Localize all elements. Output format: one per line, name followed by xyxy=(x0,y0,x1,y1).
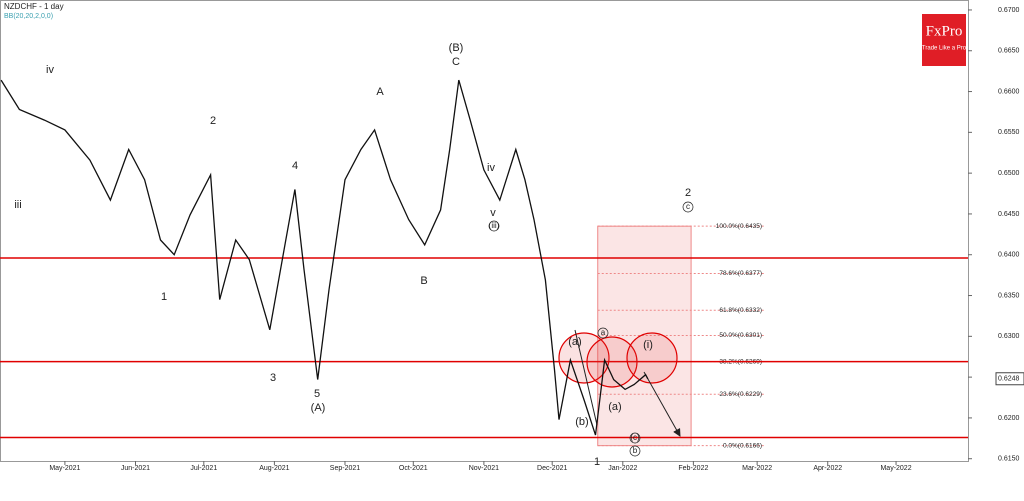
wave-label: (b) xyxy=(575,416,588,428)
wave-label: (a) xyxy=(608,401,621,413)
wave-label: A xyxy=(376,86,384,98)
wave-label: (iii) xyxy=(489,221,500,230)
wave-label: 2 xyxy=(210,115,216,127)
x-tick-label: May-2022 xyxy=(880,465,911,472)
y-tick-label: 0.6300 xyxy=(998,333,1020,340)
wave-label: 5 xyxy=(314,388,320,400)
x-tick-label: Aug-2021 xyxy=(259,465,289,472)
wave-label: 4 xyxy=(292,160,298,172)
y-tick-label: 0.6650 xyxy=(998,48,1020,55)
x-tick-label: Oct-2021 xyxy=(399,465,428,472)
last-price-box xyxy=(995,372,1024,386)
wave-label: 3 xyxy=(270,372,276,384)
fib-label: 100.0%(0.6435) xyxy=(716,223,762,230)
plot-frame xyxy=(0,0,969,462)
x-tick-label: Apr-2022 xyxy=(813,465,842,472)
fib-label: 78.6%(0.6377) xyxy=(719,270,762,277)
wave-label: 2 xyxy=(685,187,691,199)
wave-label: (i) xyxy=(643,339,653,351)
logo-box xyxy=(922,14,966,66)
wave-label: iii xyxy=(14,199,21,211)
fib-label: 23.6%(0.6229) xyxy=(719,391,762,398)
x-tick-label: Feb-2022 xyxy=(678,465,708,472)
price-line xyxy=(0,79,649,436)
wave-label: b xyxy=(633,446,638,455)
fib-label: 50.0%(0.6301) xyxy=(719,332,762,339)
highlight-circle xyxy=(626,332,678,384)
x-tick-label: Jun-2021 xyxy=(121,465,150,472)
x-tick-label: Sep-2021 xyxy=(330,465,360,472)
y-tick-label: 0.6350 xyxy=(998,292,1020,299)
projection-arrow xyxy=(643,371,681,437)
wave-label: (A) xyxy=(311,402,326,414)
highlight-circle xyxy=(586,336,638,388)
wave-circle xyxy=(488,220,500,232)
y-tick-label: 0.6450 xyxy=(998,211,1020,218)
wave-label: 1 xyxy=(594,456,600,468)
x-tick-label: Nov-2021 xyxy=(469,465,499,472)
wave-circle xyxy=(629,432,641,444)
trend-line xyxy=(574,329,598,426)
y-tick-label: 0.6700 xyxy=(998,7,1020,14)
wave-label: v xyxy=(490,207,496,219)
chart-subtitle: BB(20,20,2,0,0) xyxy=(4,13,53,20)
chart-title: NZDCHF - 1 day xyxy=(4,2,64,11)
wave-label: (B) xyxy=(449,42,464,54)
x-tick-label: Jan-2022 xyxy=(608,465,637,472)
y-tick-label: 0.6200 xyxy=(998,415,1020,422)
wave-circle xyxy=(682,201,694,213)
y-tick-label: 0.6400 xyxy=(998,252,1020,259)
x-tick-label: Dec-2021 xyxy=(537,465,567,472)
wave-label: 1 xyxy=(161,291,167,303)
logo-brand: FxPro xyxy=(926,23,963,39)
wave-label: a xyxy=(601,328,606,337)
last-price-label: 0.6248 xyxy=(998,376,1020,383)
y-tick-label: 0.6150 xyxy=(998,456,1020,463)
wave-circle xyxy=(597,327,609,339)
wave-label: iv xyxy=(46,64,54,76)
highlight-circle xyxy=(558,332,610,384)
wave-label: C xyxy=(452,56,460,68)
wave-label: (a) xyxy=(568,336,581,348)
x-tick-label: Mar-2022 xyxy=(742,465,772,472)
fib-label: 0.0%(0.6166) xyxy=(723,442,762,449)
y-tick-label: 0.6550 xyxy=(998,129,1020,136)
x-tick-label: Jul-2021 xyxy=(190,465,217,472)
wave-label: (c) xyxy=(630,433,640,442)
wave-circle xyxy=(629,445,641,457)
wave-label: B xyxy=(420,275,427,287)
y-tick-label: 0.6600 xyxy=(998,88,1020,95)
x-tick-label: May-2021 xyxy=(49,465,80,472)
wave-label: iv xyxy=(487,162,495,174)
logo-slogan: Trade Like a Pro xyxy=(922,46,967,52)
wave-label: c xyxy=(686,202,690,211)
y-tick-label: 0.6500 xyxy=(998,170,1020,177)
fib-label: 61.8%(0.6332) xyxy=(719,307,762,314)
